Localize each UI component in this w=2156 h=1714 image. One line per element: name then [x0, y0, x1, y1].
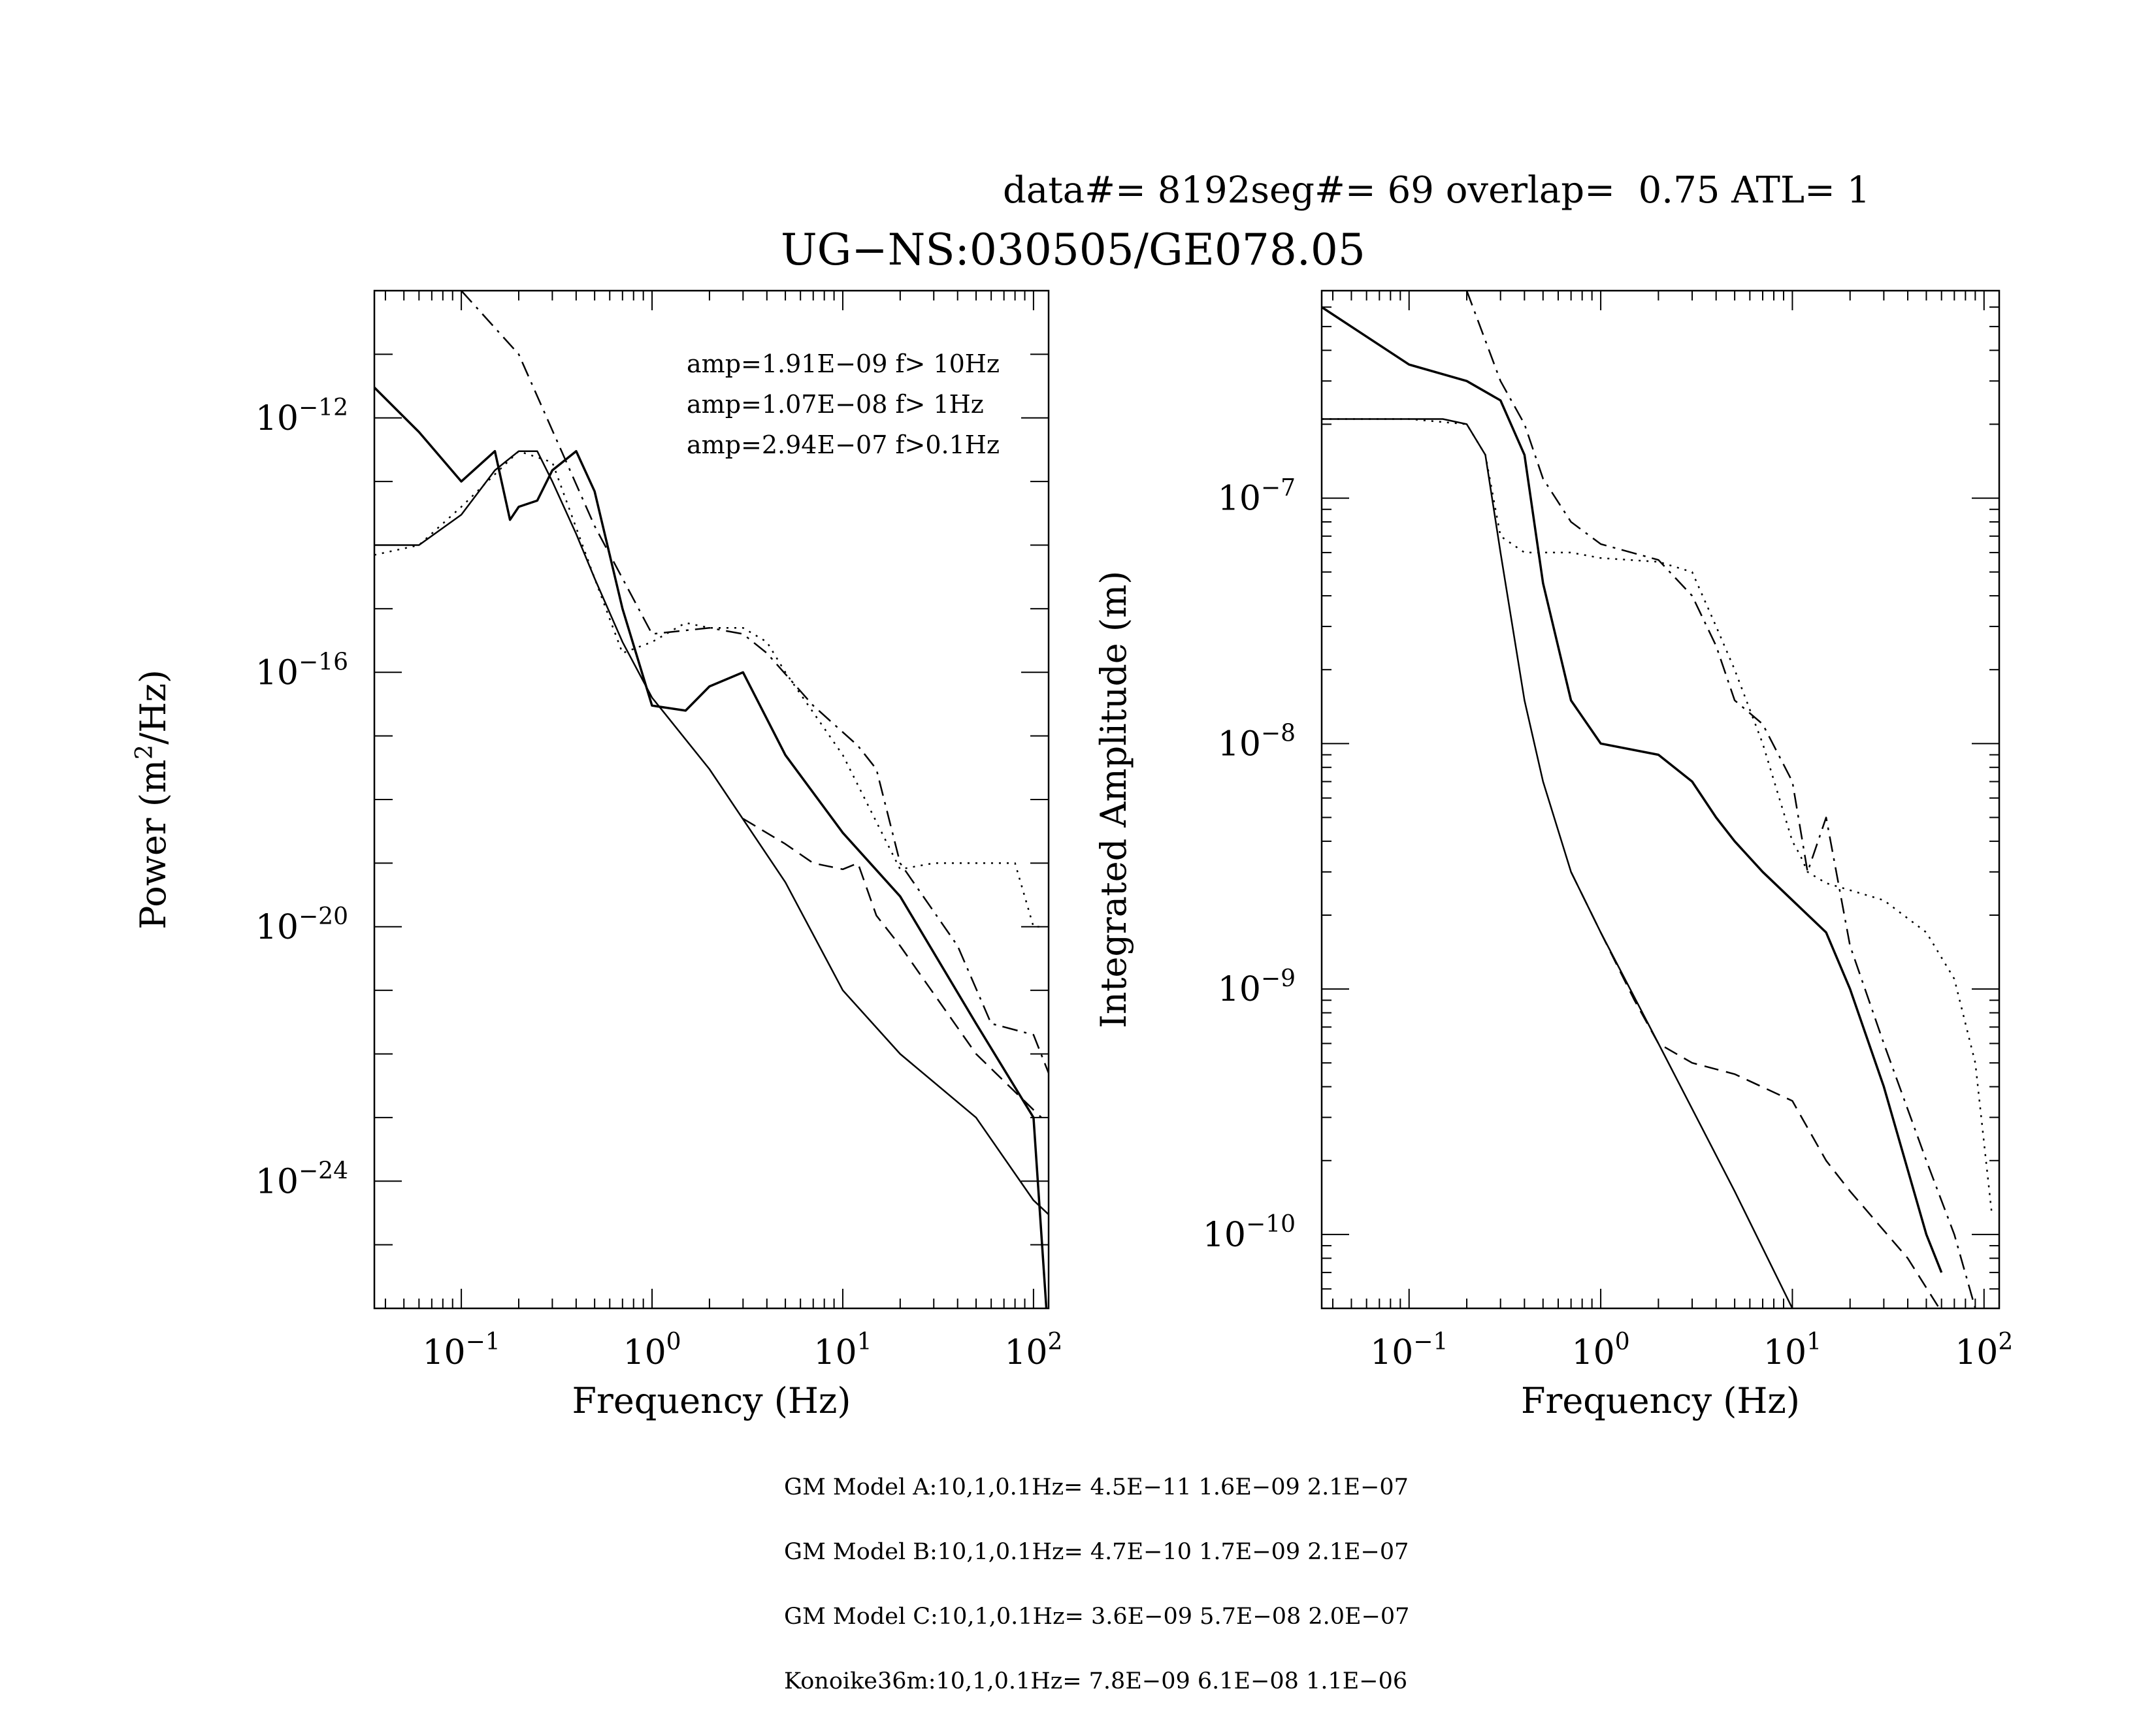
series-line-dashed-2 [1570, 871, 1940, 1308]
x-tick-label: 10−1 [1370, 1329, 1448, 1372]
y-tick-label: 10−10 [1203, 1211, 1296, 1255]
figure-canvas: data#= 8192seg#= 69 overlap= 0.75 ATL= 1… [131, 169, 2013, 1421]
amplitude-annotation: amp=1.07E−08 f> 1Hz [687, 390, 984, 419]
y-tick-label: 10−7 [1218, 475, 1296, 519]
x-tick-label: 100 [1572, 1329, 1630, 1372]
amplitude-annotation: amp=1.91E−09 f> 10Hz [687, 349, 1000, 378]
plot-frame [1320, 289, 2001, 1310]
model-summary-line: GM Model B:10,1,0.1Hz= 4.7E−10 1.7E−09 2… [784, 1539, 1409, 1565]
series-line-solid-0 [374, 387, 1048, 1308]
series-line-solid-1 [1322, 418, 1793, 1308]
model-summary-line: Konoike36m:10,1,0.1Hz= 7.8E−09 6.1E−08 1… [784, 1668, 1408, 1694]
series-line-dashed-2 [742, 818, 1042, 1118]
x-axis-label: Frequency (Hz) [1521, 1380, 1800, 1421]
model-summary-line: GM Model A:10,1,0.1Hz= 4.5E−11 1.6E−09 2… [784, 1474, 1409, 1500]
x-tick-label: 100 [623, 1329, 681, 1372]
y-tick-label: 10−20 [255, 903, 348, 947]
integrated-amplitude-panel: 10−1 100 101 102 10−7 10−8 10−9 10−10 Frequency … [1093, 289, 2013, 1421]
x-tick-label: 101 [1763, 1329, 1821, 1372]
y-axis-label: Integrated Amplitude (m) [1093, 571, 1134, 1029]
amplitude-annotation: amp=2.94E−07 f>0.1Hz [687, 430, 1000, 459]
plot-frame [373, 289, 1050, 1310]
tick-marks [1322, 290, 1999, 1308]
series-line-dashdot-4 [1465, 291, 1976, 1308]
run-info: data#= 8192seg#= 69 overlap= 0.75 ATL= 1 [1003, 169, 1870, 212]
chart-title: UG−NS:030505/GE078.05 [781, 225, 1365, 275]
y-tick-label: 10−9 [1218, 965, 1296, 1009]
x-tick-label: 101 [813, 1329, 872, 1372]
x-tick-label: 102 [1004, 1329, 1062, 1372]
series-line-solid-1 [374, 450, 1049, 1216]
series-line-dotted-3 [374, 450, 1041, 928]
series-line-dotted-3 [1322, 418, 1993, 1216]
y-tick-label: 10−8 [1218, 720, 1296, 764]
x-axis-label: Frequency (Hz) [572, 1380, 851, 1421]
model-summary-line: GM Model C:10,1,0.1Hz= 3.6E−09 5.7E−08 2… [784, 1604, 1410, 1630]
series-line-solid-0 [1322, 306, 1943, 1273]
y-tick-label: 10−24 [255, 1157, 348, 1201]
x-tick-label: 10−1 [422, 1329, 500, 1372]
model-summary: GM Model A:10,1,0.1Hz= 4.5E−11 1.6E−09 2… [784, 1434, 1409, 1714]
series-line-dashdot-4 [461, 291, 1049, 1074]
y-tick-label: 10−16 [255, 649, 348, 692]
y-tick-label: 10−12 [255, 395, 348, 438]
y-axis-label: Power (m2/Hz) [131, 670, 174, 930]
power-spectrum-panel: 10−1 100 101 102 10−12 10−16 10−20 10−24 Frequen… [131, 289, 1062, 1421]
x-tick-label: 102 [1955, 1329, 2013, 1372]
tick-marks [374, 290, 1049, 1309]
